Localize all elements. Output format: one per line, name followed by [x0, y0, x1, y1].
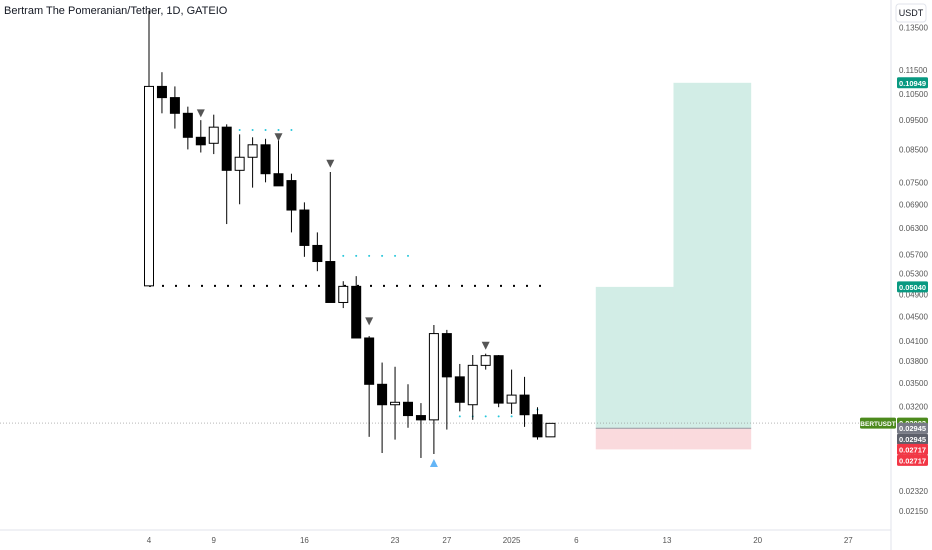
price-tick-label: 0.07500: [899, 178, 928, 187]
price-tag: 0.02717: [897, 444, 928, 455]
candle-body-bear: [455, 377, 464, 402]
signal-dot: [407, 255, 409, 257]
price-tick-label: 0.03200: [899, 402, 928, 411]
signal-dot: [485, 415, 487, 417]
candle-body-bear: [183, 113, 192, 137]
time-tick-label: 2025: [503, 536, 521, 545]
candle-body-bear: [287, 181, 296, 210]
candle-body-bear: [520, 395, 529, 415]
candle-body-bear: [442, 334, 451, 377]
price-tick-label: 0.06900: [899, 200, 928, 209]
price-tag-value: 0.02717: [899, 445, 926, 454]
candle[interactable]: [546, 423, 555, 436]
time-tick-label: 16: [300, 536, 309, 545]
candle-body-bear: [313, 245, 322, 261]
price-tick-label: 0.04100: [899, 337, 928, 346]
candle-body-bull: [339, 286, 348, 302]
signal-dot: [394, 255, 396, 257]
candle-body-bear: [533, 415, 542, 437]
candle-body-bull: [209, 127, 218, 143]
loss-zone-2[interactable]: [673, 428, 751, 449]
candle-body-bull: [507, 395, 516, 403]
candle-body-bear: [170, 98, 179, 114]
candle-body-bear: [326, 262, 335, 303]
time-tick-label: 23: [391, 536, 400, 545]
price-tick-label: 0.13500: [899, 24, 928, 33]
price-tick-label: 0.04500: [899, 313, 928, 322]
price-tag: 0.10949: [897, 77, 928, 88]
candle-body-bull: [429, 334, 438, 420]
price-tick-label: 0.02150: [899, 507, 928, 516]
candle-body-bear: [494, 356, 503, 403]
price-tick-label: 0.05300: [899, 270, 928, 279]
price-tag-value: 0.02717: [899, 456, 926, 465]
candle-body-bull: [248, 145, 257, 157]
price-tag-value: 0.10949: [899, 79, 926, 88]
price-tag: 0.05040: [897, 281, 928, 292]
currency-button[interactable]: USDT: [896, 4, 926, 22]
candle-body-bull: [468, 365, 477, 404]
price-tick-label: 0.02320: [899, 487, 928, 496]
signal-dot: [511, 415, 513, 417]
signal-dot: [278, 129, 280, 131]
profit-zone-2[interactable]: [673, 83, 751, 428]
candle-body-bear: [261, 145, 270, 174]
candle-body-bear: [352, 286, 361, 338]
signal-dot: [265, 129, 267, 131]
symbol-tag-label: BERTUSDT: [860, 421, 895, 428]
currency-button-label[interactable]: USDT: [899, 8, 924, 18]
signal-dot: [381, 255, 383, 257]
time-tick-label: 4: [147, 536, 152, 545]
price-tick-label: 0.06300: [899, 224, 928, 233]
signal-dot: [459, 415, 461, 417]
signal-dot: [252, 129, 254, 131]
candle-body-bear: [222, 127, 231, 170]
profit-zone-1[interactable]: [596, 287, 674, 428]
candle-body-bear: [404, 402, 413, 415]
chart-title: Bertram The Pomeranian/Tether, 1D, GATEI…: [4, 5, 228, 17]
price-tag: 0.02945: [897, 434, 928, 445]
candle-body-bear: [416, 416, 425, 420]
price-tag-value: 0.02945: [899, 435, 926, 444]
time-tick-label: 13: [663, 536, 672, 545]
price-tag: 0.02717: [897, 455, 928, 466]
price-tick-label: 0.09500: [899, 116, 928, 125]
candle-body-bull: [235, 157, 244, 170]
signal-dot: [498, 415, 500, 417]
candle-body-bull: [391, 402, 400, 404]
price-tick-label: 0.05700: [899, 251, 928, 260]
candle-body-bear: [300, 210, 309, 245]
time-tick-label: 27: [844, 536, 853, 545]
candle-body-bull: [546, 423, 555, 436]
time-tick-label: 9: [212, 536, 217, 545]
candle-body-bear: [196, 137, 205, 144]
price-tick-label: 0.10500: [899, 90, 928, 99]
candle-body-bull: [145, 86, 154, 285]
loss-zone-1[interactable]: [596, 428, 674, 449]
price-tick-label: 0.11500: [899, 66, 928, 75]
signal-dot: [368, 255, 370, 257]
time-tick-label: 6: [574, 536, 579, 545]
price-tag: 0.02945: [897, 423, 928, 434]
time-tick-label: 20: [753, 536, 762, 545]
price-tag-value: 0.02945: [899, 424, 926, 433]
candle-body-bear: [365, 338, 374, 384]
price-tick-label: 0.03500: [899, 379, 928, 388]
price-tick-label: 0.08500: [899, 145, 928, 154]
signal-dot: [239, 129, 241, 131]
candle-body-bear: [378, 384, 387, 404]
signal-dot: [290, 129, 292, 131]
signal-dot: [342, 255, 344, 257]
candle-body-bear: [274, 174, 283, 186]
price-tag-value: 0.05040: [899, 283, 926, 292]
candle[interactable]: [494, 355, 503, 407]
candle-body-bull: [481, 356, 490, 366]
price-tick-label: 0.03800: [899, 357, 928, 366]
candle-body-bear: [157, 86, 166, 97]
signal-dot: [355, 255, 357, 257]
time-tick-label: 27: [442, 536, 451, 545]
